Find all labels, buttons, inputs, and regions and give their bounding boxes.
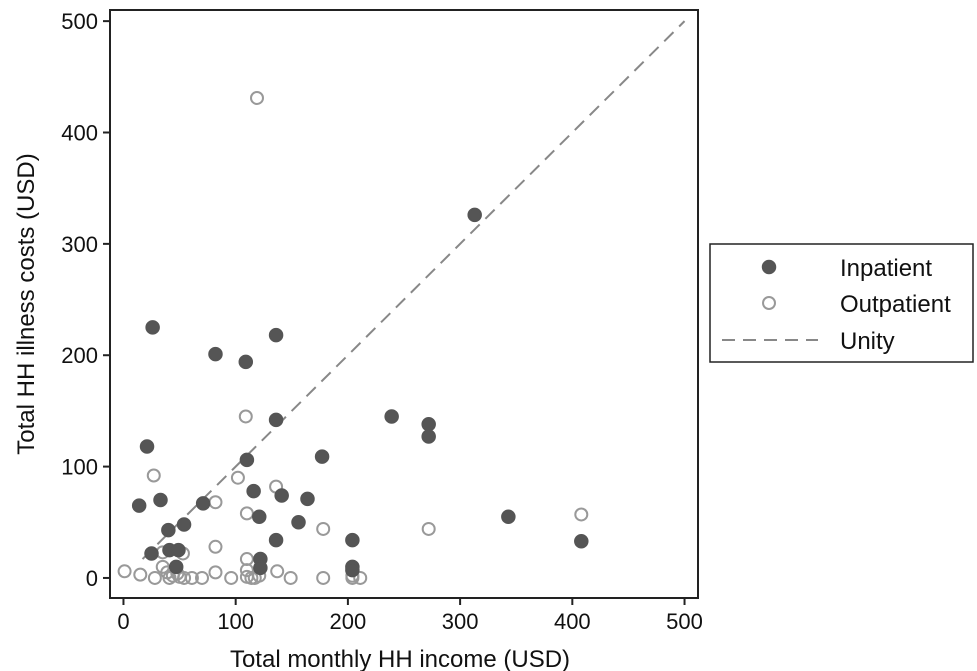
outpatient-point [316, 521, 331, 536]
inpatient-point [345, 562, 360, 578]
legend: Inpatient Outpatient Unity [709, 243, 974, 363]
inpatient-point [268, 327, 284, 343]
inpatient-point [467, 207, 482, 223]
inpatient-point [274, 488, 289, 503]
inpatient-point [300, 491, 315, 507]
inpatient-point [153, 492, 168, 508]
legend-box [709, 243, 974, 363]
inpatient-point [501, 509, 516, 524]
inpatient-point [195, 496, 211, 511]
inpatient-point [239, 452, 255, 468]
inpatient-point [574, 533, 589, 549]
inpatient-point [238, 354, 254, 370]
outpatient-point [283, 570, 298, 585]
inpatient-point [246, 483, 261, 499]
inpatient-point [145, 320, 160, 335]
inpatient-point [268, 412, 284, 428]
inpatient-point [139, 439, 155, 454]
outpatient-point [250, 90, 264, 105]
inpatient-point [251, 509, 267, 524]
y-tick-label: 0 [86, 566, 98, 591]
inpatient-point [314, 449, 330, 464]
outpatient-point [147, 570, 162, 585]
outpatient-point [238, 409, 253, 424]
y-axis: 0 100 200 300 400 500 [61, 9, 110, 591]
outpatient-point [574, 507, 589, 522]
inpatient-point [345, 532, 360, 548]
unity-line-layer [141, 20, 686, 560]
outpatient-point [270, 564, 285, 579]
legend-inpatient-marker [761, 259, 777, 275]
outpatient-point [316, 570, 331, 585]
x-tick-label: 300 [442, 609, 479, 634]
x-axis-label: Total monthly HH income (USD) [230, 646, 570, 671]
outpatient-point [208, 539, 223, 554]
inpatient-point [176, 517, 192, 532]
inpatient-point [384, 409, 399, 424]
unity-line [141, 20, 686, 560]
outpatient-point [177, 570, 192, 585]
x-tick-label: 100 [217, 609, 254, 634]
x-tick-label: 500 [666, 609, 703, 634]
x-tick-label: 200 [330, 609, 367, 634]
outpatient-point [353, 570, 368, 585]
inpatient-point [421, 417, 436, 432]
inpatient-point [208, 346, 223, 362]
outpatient-point [230, 470, 245, 485]
legend-outpatient-marker [762, 296, 776, 310]
outpatient-point [195, 570, 210, 585]
inpatient-point [144, 546, 159, 561]
outpatient-point [117, 564, 132, 579]
x-tick-label: 400 [554, 609, 591, 634]
legend-unity-label: Unity [840, 328, 895, 355]
legend-inpatient-label: Inpatient [840, 255, 932, 282]
y-tick-label: 400 [61, 121, 98, 146]
x-axis: 0 100 200 300 400 500 [117, 598, 703, 634]
inpatient-point [131, 498, 147, 513]
outpatient-point [224, 570, 239, 585]
outpatient-point [146, 468, 161, 483]
outpatient-point [184, 570, 199, 585]
inpatient-point [291, 515, 306, 530]
y-tick-label: 200 [61, 343, 98, 368]
y-tick-label: 100 [61, 455, 98, 480]
inpatient-point [168, 559, 184, 575]
y-tick-label: 500 [61, 9, 98, 34]
inpatient-point [161, 522, 176, 538]
inpatient-point [421, 429, 436, 444]
inpatient-point [253, 560, 268, 576]
x-tick-label: 0 [117, 609, 129, 634]
outpatient-point [421, 521, 436, 536]
inpatient-point [171, 542, 186, 558]
y-axis-label: Total HH illness costs (USD) [13, 153, 40, 454]
outpatient-point [239, 563, 254, 578]
plot-area [109, 9, 699, 599]
inpatient-point [268, 532, 284, 548]
inpatient-points [131, 207, 589, 578]
legend-outpatient-label: Outpatient [840, 291, 951, 318]
y-tick-label: 300 [61, 232, 98, 257]
outpatient-point [208, 565, 223, 580]
outpatient-point [133, 567, 148, 582]
